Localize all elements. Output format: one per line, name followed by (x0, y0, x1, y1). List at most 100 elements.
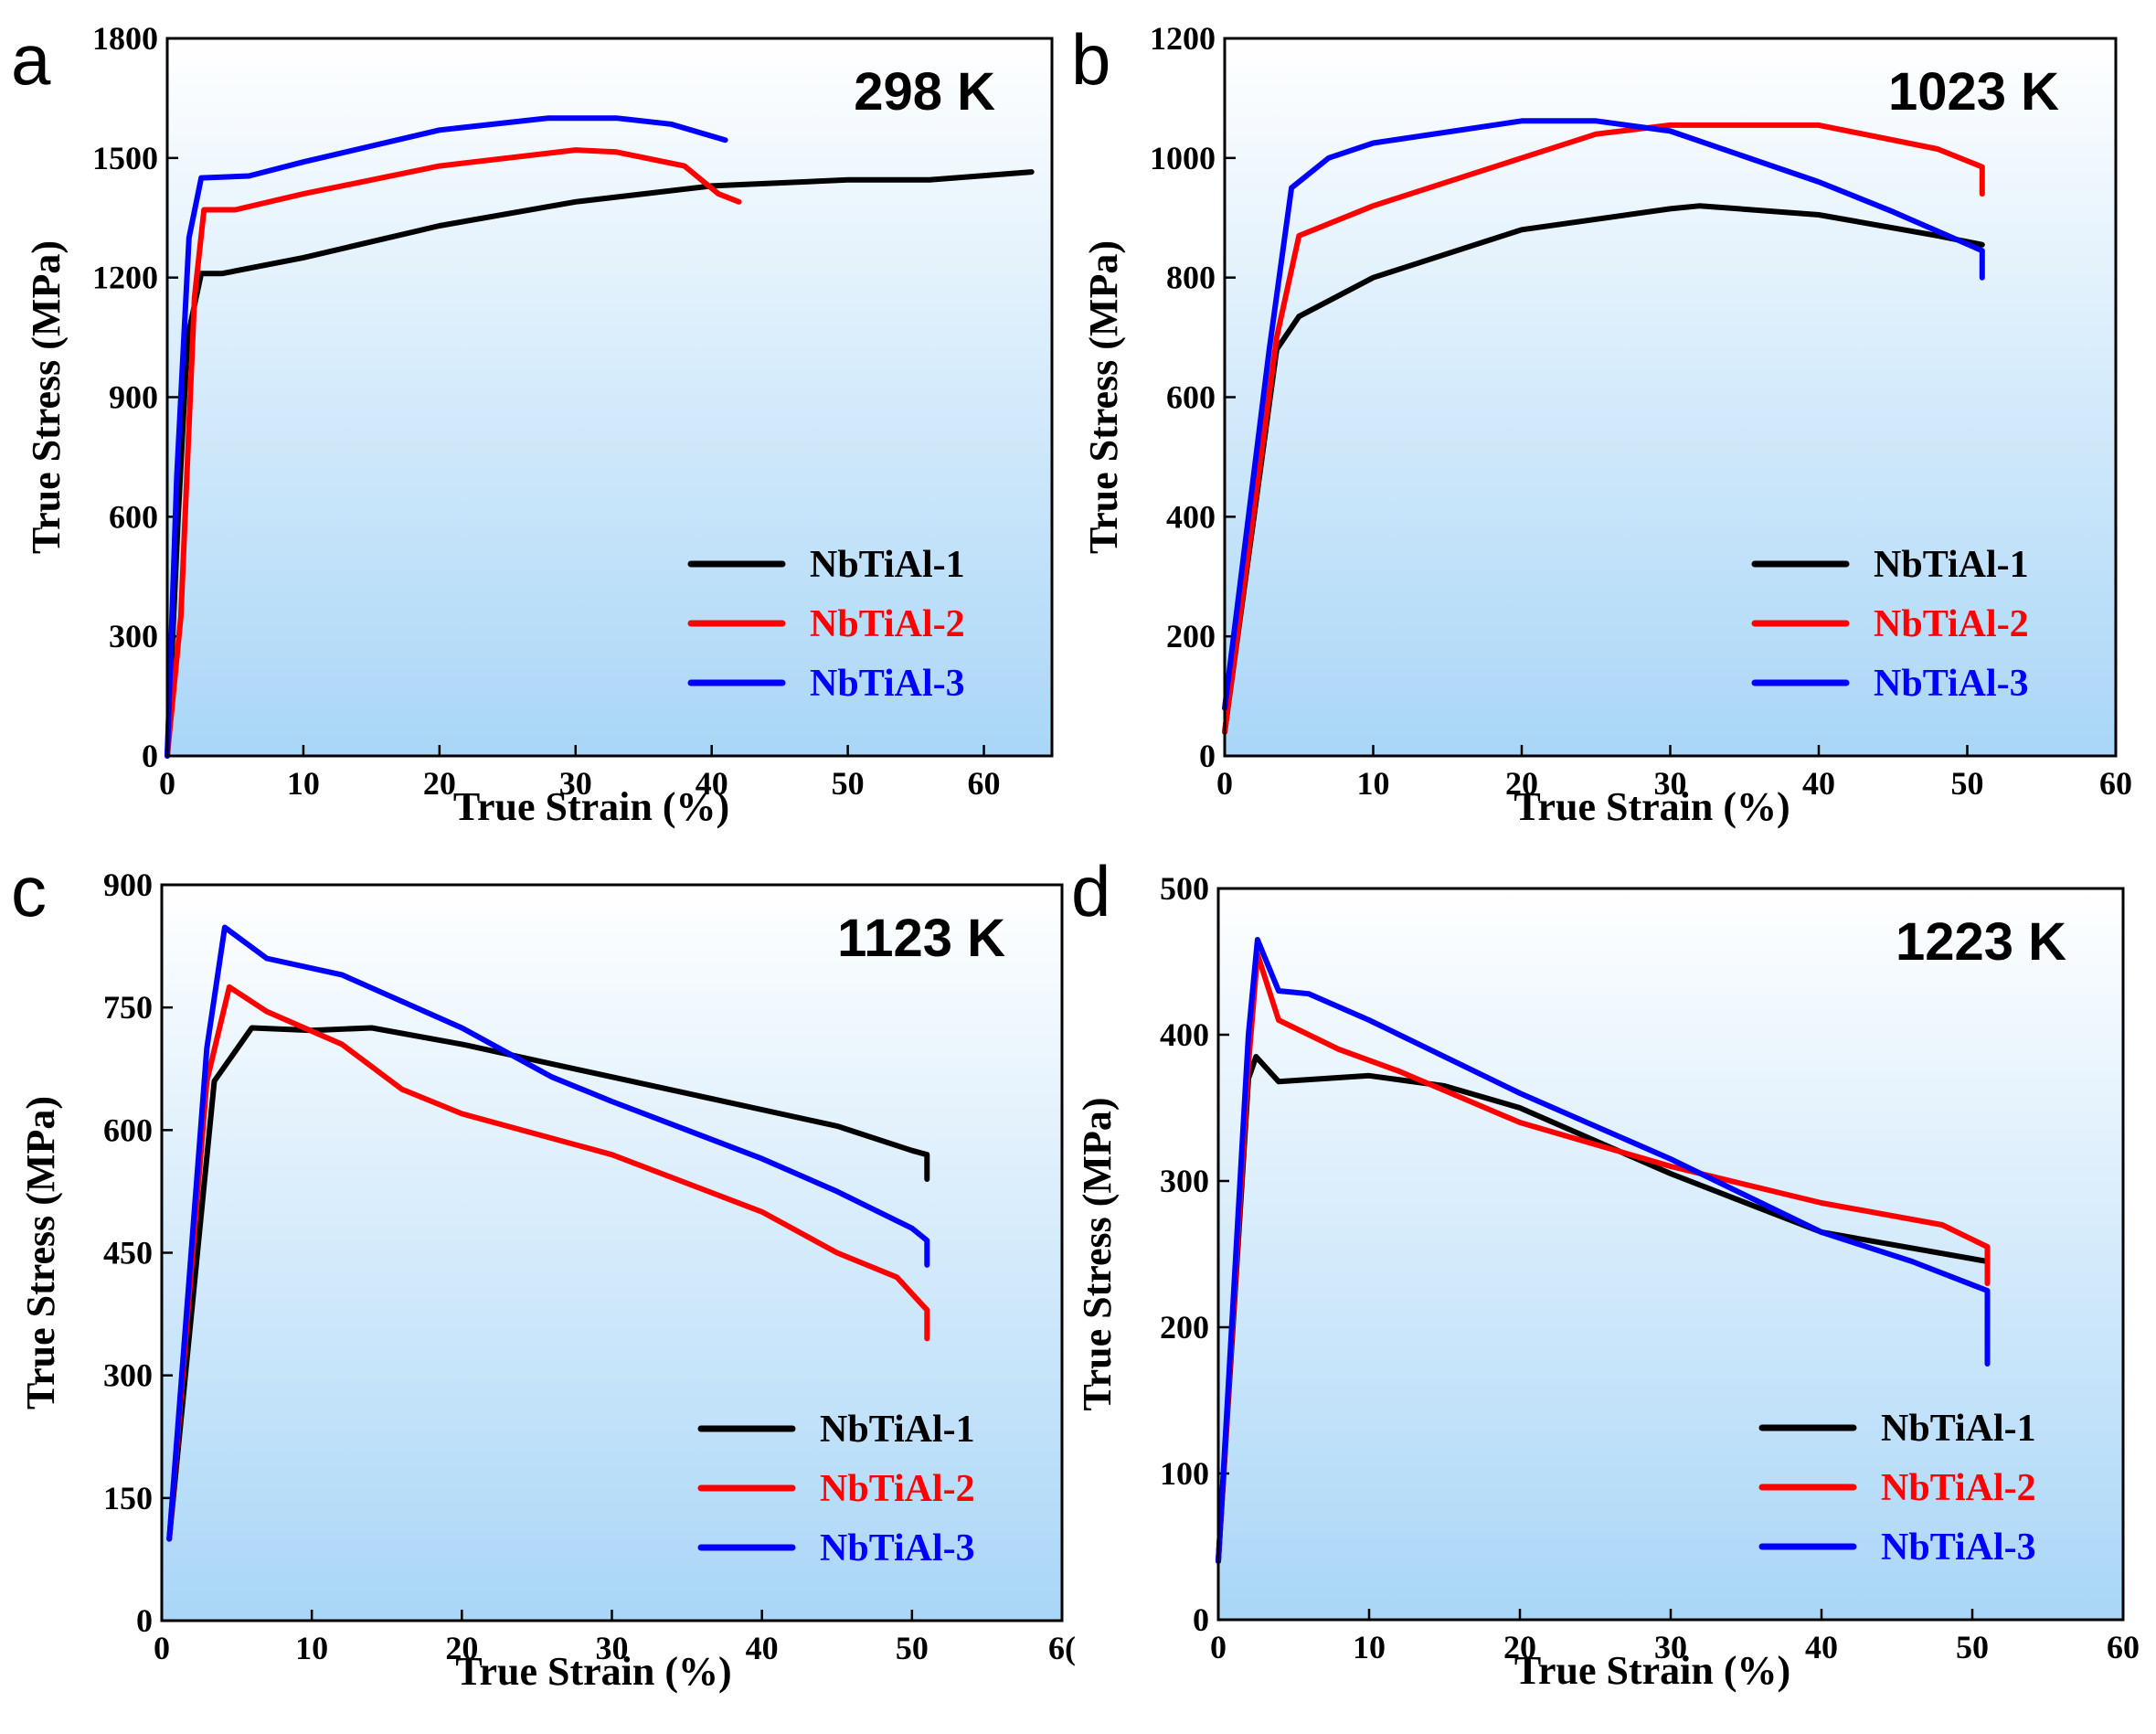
chart-panel-c: c 1123 K 0 10 20 30 40 50 6( 0 150 300 450 600 750 900 T… (11, 851, 1076, 1694)
plot-frame (160, 883, 1064, 1622)
plot-background (167, 38, 1052, 756)
x-tick-label: 60 (968, 765, 1001, 802)
plot-frame (165, 37, 1054, 758)
x-tick-label: 40 (1805, 1629, 1838, 1665)
x-tick-label: 30 (1654, 1629, 1687, 1665)
legend-label: NbTiAl-3 (1874, 663, 2029, 705)
x-tick-label: 20 (1503, 1629, 1536, 1665)
legend-label: NbTiAl-2 (1881, 1467, 2036, 1509)
temperature-label: 1123 K (837, 909, 1005, 968)
y-tick-label: 0 (136, 1602, 153, 1639)
y-tick-label: 300 (109, 618, 158, 654)
y-tick-label: 450 (103, 1235, 153, 1271)
x-axis-label: True Strain (%) (453, 784, 729, 829)
series-line-nbtial-2 (166, 984, 930, 1542)
legend-label: NbTiAl-3 (1881, 1527, 2036, 1569)
panel-letter: c (11, 851, 47, 931)
x-tick-label: 60 (2099, 765, 2132, 802)
x-tick-label: 20 (1505, 765, 1538, 802)
series-line-nbtial-3 (166, 924, 930, 1542)
y-tick-label: 1200 (1150, 20, 1216, 57)
panel-letter: b (1071, 19, 1110, 100)
y-tick-label: 800 (1166, 260, 1216, 296)
x-axis-label: True Strain (%) (1514, 1648, 1790, 1693)
y-tick-label: 900 (109, 379, 158, 416)
y-tick-label: 300 (1160, 1163, 1209, 1199)
plot-frame (1223, 37, 2118, 758)
x-tick-label: 50 (1956, 1629, 1989, 1665)
x-tick-label: 10 (287, 765, 320, 802)
y-tick-label: 0 (142, 738, 158, 774)
legend-label: NbTiAl-3 (820, 1527, 975, 1569)
legend-label: NbTiAl-2 (1874, 603, 2029, 645)
plot-background (1218, 888, 2123, 1620)
x-tick-label: 30 (559, 765, 592, 802)
x-tick-label: 50 (896, 1630, 929, 1666)
series-line-nbtial-1 (165, 169, 1035, 759)
y-tick-label: 750 (103, 989, 153, 1026)
x-tick-label: 0 (1216, 765, 1233, 802)
x-axis-label: True Strain (%) (455, 1649, 731, 1694)
y-axis-label: True Stress (MPa) (1081, 240, 1126, 554)
y-tick-label: 100 (1160, 1455, 1209, 1492)
x-tick-label: 40 (746, 1630, 779, 1666)
y-tick-label: 900 (103, 867, 153, 903)
y-tick-label: 400 (1160, 1016, 1209, 1053)
x-tick-label: 20 (423, 765, 456, 802)
x-tick-label: 50 (832, 765, 865, 802)
series-line-nbtial-1 (1222, 203, 1985, 735)
panel-letter: d (1071, 851, 1110, 931)
temperature-label: 1223 K (1896, 912, 2066, 972)
x-tick-label: 6( (1048, 1630, 1076, 1666)
x-tick-label: 20 (445, 1630, 478, 1666)
series-line-nbtial-2 (1222, 122, 1985, 735)
y-tick-label: 600 (1166, 379, 1216, 416)
panel-letter: a (11, 19, 51, 100)
series-line-nbtial-1 (166, 1025, 930, 1542)
legend-label: NbTiAl-1 (810, 544, 965, 586)
x-tick-label: 0 (1210, 1629, 1227, 1665)
y-tick-label: 500 (1160, 870, 1209, 907)
y-tick-label: 1200 (92, 260, 158, 296)
series-line-nbtial-3 (1216, 937, 1991, 1564)
series-line-nbtial-2 (165, 147, 742, 759)
x-axis-label: True Strain (%) (1513, 784, 1790, 829)
y-tick-label: 300 (103, 1357, 153, 1394)
x-tick-label: 10 (1357, 765, 1390, 802)
legend-label: NbTiAl-2 (810, 603, 965, 645)
y-tick-label: 600 (103, 1112, 153, 1148)
temperature-label: 1023 K (1888, 62, 2059, 122)
chart-panel-d: d 1223 K 0 10 20 30 40 50 60 0 100 200 300 400 500 True… (1071, 851, 2140, 1693)
y-tick-label: 0 (1199, 738, 1216, 774)
y-axis-label: True Stress (MPa) (24, 240, 69, 554)
legend-label: NbTiAl-3 (810, 663, 965, 705)
y-tick-label: 150 (103, 1480, 153, 1516)
y-tick-label: 1800 (92, 20, 158, 57)
legend-label: NbTiAl-1 (1881, 1408, 2036, 1450)
x-tick-label: 10 (1353, 1629, 1386, 1665)
y-tick-label: 1500 (92, 140, 158, 176)
chart-panel-b: b 1023 K0 10 20 30 40 50 6002004006008001000120… (1071, 19, 2132, 829)
y-tick-label: 600 (109, 498, 158, 535)
series-line-nbtial-3 (1222, 118, 1985, 711)
x-tick-label: 0 (159, 765, 175, 802)
y-tick-label: 0 (1193, 1601, 1209, 1638)
plot-background (162, 885, 1062, 1621)
x-tick-label: 30 (596, 1630, 629, 1666)
legend-label: NbTiAl-2 (820, 1468, 975, 1510)
series-line-nbtial-3 (165, 115, 728, 759)
y-tick-label: 200 (1166, 618, 1216, 654)
y-tick-label: 1000 (1150, 140, 1216, 176)
chart-panel-a: a 298 K0 10 20 30 40 50 60030060090012001500180… (11, 19, 1054, 829)
temperature-label: 298 K (854, 62, 995, 122)
x-tick-label: 60 (2107, 1629, 2140, 1665)
x-tick-label: 50 (1951, 765, 1984, 802)
x-tick-label: 10 (295, 1630, 328, 1666)
x-tick-label: 0 (154, 1630, 170, 1666)
y-axis-label: True Stress (MPa) (1075, 1098, 1120, 1411)
legend-label: NbTiAl-1 (1874, 544, 2029, 586)
y-axis-label: True Stress (MPa) (18, 1096, 63, 1410)
x-tick-label: 40 (696, 765, 728, 802)
x-tick-label: 40 (1802, 765, 1835, 802)
